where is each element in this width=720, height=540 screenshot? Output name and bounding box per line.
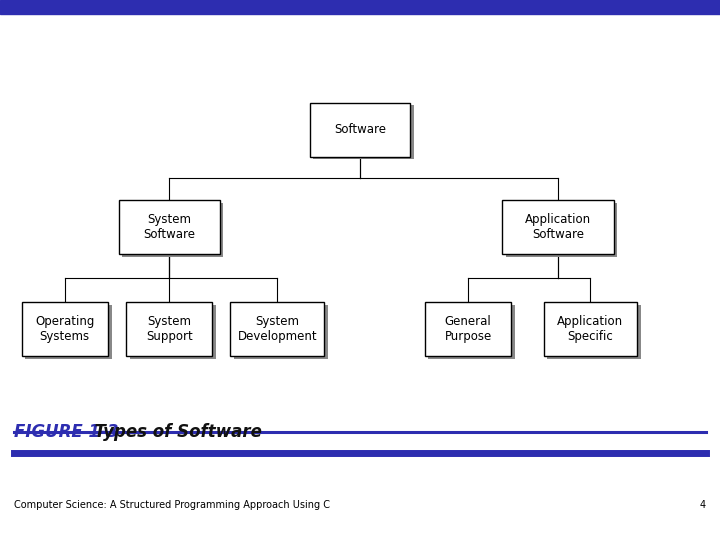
Text: Operating
Systems: Operating Systems [35, 315, 94, 343]
FancyBboxPatch shape [230, 302, 324, 356]
Text: System
Software: System Software [143, 213, 195, 241]
FancyBboxPatch shape [310, 103, 410, 157]
FancyBboxPatch shape [25, 305, 112, 359]
FancyBboxPatch shape [119, 200, 220, 254]
FancyBboxPatch shape [544, 302, 637, 356]
FancyBboxPatch shape [547, 305, 641, 359]
Text: General
Purpose: General Purpose [444, 315, 492, 343]
FancyBboxPatch shape [130, 305, 216, 359]
FancyBboxPatch shape [505, 202, 618, 256]
Text: System
Development: System Development [238, 315, 317, 343]
FancyBboxPatch shape [313, 105, 414, 159]
Bar [0, 0, 720, 14]
FancyBboxPatch shape [234, 305, 328, 359]
FancyBboxPatch shape [425, 302, 511, 356]
FancyBboxPatch shape [126, 302, 212, 356]
Text: Application
Specific: Application Specific [557, 315, 624, 343]
FancyBboxPatch shape [122, 202, 223, 256]
Text: Application
Software: Application Software [525, 213, 591, 241]
Text: Types of Software: Types of Software [83, 423, 261, 441]
FancyBboxPatch shape [22, 302, 108, 356]
Text: System
Support: System Support [146, 315, 192, 343]
FancyBboxPatch shape [428, 305, 515, 359]
FancyBboxPatch shape [503, 200, 614, 254]
Text: Computer Science: A Structured Programming Approach Using C: Computer Science: A Structured Programmi… [14, 500, 330, 510]
Text: Software: Software [334, 123, 386, 136]
Text: 4: 4 [699, 500, 706, 510]
Text: FIGURE 1-3: FIGURE 1-3 [14, 423, 119, 441]
